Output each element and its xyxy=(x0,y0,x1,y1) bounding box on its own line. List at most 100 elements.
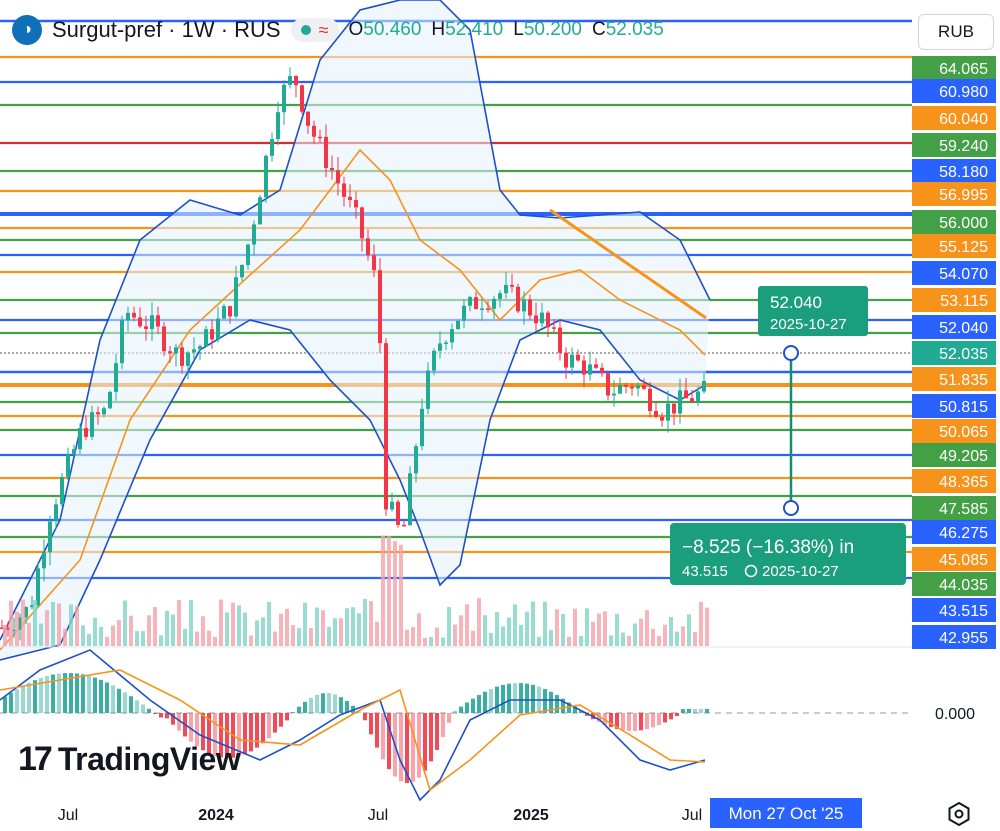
volume-bar xyxy=(69,604,73,646)
volume-bar xyxy=(273,631,277,646)
macd-bar xyxy=(651,713,655,728)
macd-bar xyxy=(309,697,313,713)
status-pill[interactable]: ≈ xyxy=(290,18,339,42)
volume-bar xyxy=(417,613,421,646)
candle-body xyxy=(324,136,328,169)
candles xyxy=(0,67,706,641)
candle-body xyxy=(540,312,544,324)
candle-body xyxy=(576,354,580,361)
candle-body xyxy=(306,111,310,126)
candle-body xyxy=(582,360,586,375)
candle xyxy=(96,406,100,425)
measure-bottom-date: 2025-10-27 xyxy=(762,563,839,580)
candle-body xyxy=(162,326,166,352)
candle-body xyxy=(402,524,406,527)
measure-change-text: −8.525 (−16.38%) in xyxy=(682,537,854,558)
volume-bar xyxy=(39,623,43,646)
price-label-text: 56.995 xyxy=(939,187,988,204)
candle xyxy=(510,273,514,293)
candle-body xyxy=(630,386,634,389)
candle xyxy=(666,390,670,433)
macd-bar xyxy=(117,688,121,713)
candle xyxy=(354,191,358,219)
candle-body xyxy=(174,347,178,354)
candle xyxy=(654,402,658,419)
volume-bar xyxy=(135,631,139,646)
candle-body xyxy=(198,346,202,350)
macd-bar xyxy=(507,683,511,713)
price-label: 60.040 xyxy=(912,106,996,130)
price-label-box xyxy=(912,341,996,365)
candle-body xyxy=(138,317,142,327)
candle xyxy=(102,406,106,418)
candle xyxy=(522,291,526,325)
tradingview-mark-icon: 17 xyxy=(18,740,53,778)
volume-bar xyxy=(75,605,79,646)
macd-bar xyxy=(249,713,253,752)
candle-body xyxy=(564,352,568,368)
measure-top-box xyxy=(758,286,868,336)
volume-bar xyxy=(291,625,295,646)
price-label-box xyxy=(912,394,996,418)
price-label: 54.070 xyxy=(912,261,996,285)
macd-bar xyxy=(45,675,49,713)
candle-body xyxy=(588,364,592,375)
macd-bar xyxy=(99,679,103,713)
price-label-text: 52.040 xyxy=(939,320,988,337)
volume-bar xyxy=(57,603,61,646)
price-label-box xyxy=(912,598,996,622)
volume-bar xyxy=(279,613,283,646)
candle xyxy=(114,353,118,401)
settings-icon[interactable] xyxy=(946,801,972,827)
macd-bar xyxy=(501,684,505,713)
macd-bar xyxy=(207,713,211,754)
candle-body xyxy=(216,318,220,340)
volume-bar xyxy=(129,615,133,646)
candle xyxy=(696,386,700,407)
symbol-title[interactable]: Surgut-pref · 1W · RUS xyxy=(52,17,281,42)
macd-bar xyxy=(141,704,145,713)
candle-body xyxy=(696,391,700,403)
candle-body xyxy=(648,388,652,412)
macd-bar xyxy=(225,713,229,758)
candle-body xyxy=(48,521,52,553)
candle xyxy=(288,67,292,89)
macd-bar xyxy=(477,695,481,713)
candle-body xyxy=(594,364,598,368)
candle xyxy=(324,124,328,178)
macd-bar xyxy=(669,713,673,720)
candle-body xyxy=(84,428,88,437)
volume-bar xyxy=(297,628,301,646)
candle xyxy=(48,515,52,566)
candle xyxy=(468,295,472,312)
candle xyxy=(348,184,352,208)
candle-body xyxy=(114,363,118,392)
candle-body xyxy=(156,315,160,327)
candle-body xyxy=(456,320,460,330)
candle xyxy=(498,290,502,308)
candle-body xyxy=(186,352,190,366)
candle-body xyxy=(30,605,34,608)
macd-bar xyxy=(171,713,175,725)
candle xyxy=(24,606,28,625)
candle xyxy=(564,347,568,379)
macd-bar xyxy=(447,713,451,723)
candle xyxy=(576,349,580,362)
price-label-text: 47.585 xyxy=(939,501,988,518)
price-label-box xyxy=(912,469,996,493)
price-label-text: 52.035 xyxy=(939,346,988,363)
price-label-box xyxy=(912,182,996,206)
currency-button[interactable]: RUB xyxy=(918,14,994,50)
volume-bar xyxy=(171,614,175,646)
macd-bar xyxy=(435,713,439,750)
macd-bar xyxy=(339,697,343,713)
candle xyxy=(540,302,544,328)
macd-bar xyxy=(111,685,115,713)
candle-body xyxy=(354,200,358,208)
macd-signal-line xyxy=(0,669,706,792)
price-label-box xyxy=(912,443,996,467)
volume-bar xyxy=(705,607,709,646)
volume-bar xyxy=(141,631,145,646)
candle-body xyxy=(654,411,658,417)
